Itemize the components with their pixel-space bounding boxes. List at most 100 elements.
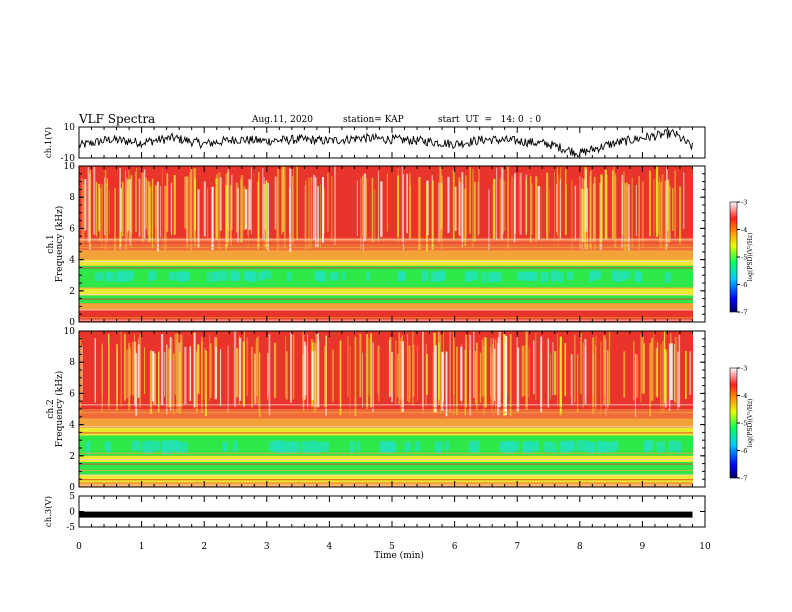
noise-patch <box>329 272 339 281</box>
spectral-streak <box>592 353 594 396</box>
spectral-streak <box>247 188 249 236</box>
spectral-streak <box>663 331 666 404</box>
noise-patch <box>623 271 631 280</box>
colorbar-tick-label: -5 <box>741 254 747 262</box>
frequency-band <box>79 427 693 436</box>
narrowband-line <box>79 261 693 263</box>
spectral-streak <box>503 333 506 417</box>
noise-patch <box>656 441 665 453</box>
noise-patch <box>672 440 676 452</box>
spectral-streak <box>683 172 685 229</box>
noise-patch <box>531 271 535 282</box>
spectral-streak <box>327 172 329 232</box>
spectral-streak <box>621 174 624 249</box>
spectral-streak <box>143 169 146 239</box>
noise-patch <box>349 441 355 453</box>
spectral-streak <box>623 171 625 237</box>
spectral-streak <box>641 181 644 246</box>
spectral-streak <box>186 176 188 244</box>
spectral-streak <box>456 346 458 415</box>
narrowband-line <box>79 293 693 295</box>
narrowband-line <box>79 482 693 484</box>
noise-patch <box>481 272 487 283</box>
spectral-streak <box>661 174 664 243</box>
spectral-streak <box>258 352 261 417</box>
ytick-label: -10 <box>61 154 76 164</box>
spectral-streak <box>571 180 573 252</box>
noise-patch <box>168 272 180 281</box>
spectral-streak <box>535 332 537 400</box>
spectral-streak <box>389 337 392 396</box>
spectral-streak <box>231 174 233 231</box>
spectral-streak <box>285 336 287 399</box>
spectral-streak <box>274 176 277 230</box>
spectral-streak <box>157 351 160 413</box>
spectral-streak <box>668 179 670 244</box>
chart-title: VLF Spectra <box>79 112 156 126</box>
noise-patch <box>528 441 532 454</box>
xaxis-label: Time (min) <box>374 550 424 561</box>
spectral-streak <box>170 182 173 236</box>
spectral-streak <box>465 175 467 246</box>
spectral-streak <box>474 181 476 242</box>
spectral-streak <box>180 340 183 405</box>
spectral-streak <box>243 331 245 405</box>
spectral-streak <box>511 176 513 239</box>
spectral-streak <box>623 351 626 398</box>
noise-patch <box>553 442 557 454</box>
spectral-streak <box>138 178 141 237</box>
spectral-streak <box>408 346 411 400</box>
spectral-streak <box>434 351 437 398</box>
narrowband-line <box>79 479 693 481</box>
spectral-streak <box>549 189 550 234</box>
spectral-streak <box>600 174 603 245</box>
spectral-streak <box>453 331 455 395</box>
spectral-streak <box>356 180 358 237</box>
spectral-streak <box>228 171 230 232</box>
spectral-streak <box>499 178 502 241</box>
noise-patch <box>104 441 110 451</box>
spectral-streak <box>314 350 316 409</box>
ylabel: ch.1(V) <box>43 127 54 158</box>
spectral-streak <box>374 189 376 244</box>
noise-patch <box>588 271 593 283</box>
xtick-label: 5 <box>389 542 395 552</box>
spectral-streak <box>362 175 365 237</box>
spectral-streak <box>325 335 327 404</box>
spectral-streak <box>257 335 259 412</box>
spectral-streak <box>600 341 602 415</box>
spectral-streak <box>606 174 608 241</box>
spectral-streak <box>339 340 342 416</box>
spectral-streak <box>490 346 492 397</box>
spectral-streak <box>521 345 524 397</box>
spectral-streak <box>237 187 239 243</box>
spectral-streak <box>184 176 187 229</box>
noise-patch <box>148 270 153 282</box>
spectral-streak <box>190 166 193 251</box>
spectral-streak <box>315 343 318 410</box>
spectral-streak <box>664 349 667 400</box>
spectral-streak <box>137 344 140 398</box>
narrowband-line <box>79 239 693 241</box>
colorbar-tick-label: -7 <box>741 475 747 483</box>
noise-patch <box>141 442 150 454</box>
spectral-streak <box>197 189 200 248</box>
spectral-streak <box>283 177 286 230</box>
spectral-streak <box>613 176 617 248</box>
narrowband-line <box>79 469 693 471</box>
noise-patch <box>566 271 573 280</box>
ytick-label: 8 <box>69 193 75 203</box>
spectral-streak <box>214 336 216 400</box>
spectral-streak <box>464 349 466 416</box>
spectral-streak <box>197 344 200 395</box>
spectral-streak <box>201 336 203 400</box>
noise-patch <box>564 441 575 451</box>
noise-patch <box>550 270 560 280</box>
spectral-streak <box>128 170 130 230</box>
spectral-streak <box>503 181 506 231</box>
spectral-streak <box>127 182 129 239</box>
ytick-label: -5 <box>66 523 75 533</box>
noise-patch <box>400 271 406 281</box>
spectral-streak <box>225 185 228 249</box>
noise-patch <box>222 441 226 452</box>
